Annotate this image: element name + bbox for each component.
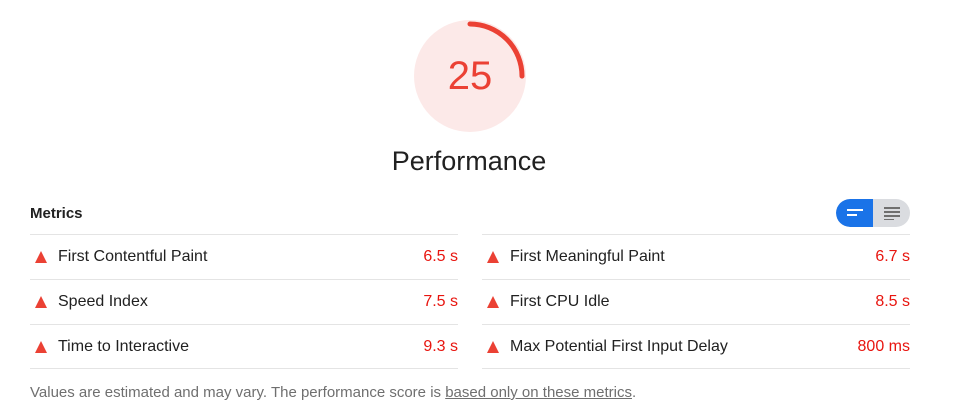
metrics-explanation-link[interactable]: based only on these metrics bbox=[445, 384, 632, 401]
metric-row: First Contentful Paint 6.5 s bbox=[30, 234, 458, 279]
metrics-column-left: First Contentful Paint 6.5 s Speed Index… bbox=[30, 234, 458, 369]
metric-row: Speed Index 7.5 s bbox=[30, 279, 458, 324]
footnote: Values are estimated and may vary. The p… bbox=[30, 384, 636, 401]
metric-row: First Meaningful Paint 6.7 s bbox=[482, 234, 910, 279]
metric-row: First CPU Idle 8.5 s bbox=[482, 279, 910, 324]
metrics-header: Metrics bbox=[30, 205, 83, 222]
metric-row: Time to Interactive 9.3 s bbox=[30, 324, 458, 369]
expanded-view-button[interactable] bbox=[873, 199, 910, 227]
category-title: Performance bbox=[391, 146, 547, 176]
fail-triangle-icon bbox=[35, 251, 47, 263]
metric-value: 8.5 s bbox=[875, 293, 910, 310]
metric-label: Time to Interactive bbox=[58, 337, 190, 355]
metric-label: First CPU Idle bbox=[510, 293, 610, 310]
metric-label: Speed Index bbox=[58, 293, 148, 310]
metric-value: 800 ms bbox=[857, 337, 910, 355]
footnote-suffix: . bbox=[631, 384, 637, 401]
score-gauge: 25 bbox=[414, 20, 526, 132]
footnote-text: Values are estimated and may vary. The p… bbox=[30, 384, 446, 401]
metrics-column-right: First Meaningful Paint 6.7 s First CPU I… bbox=[482, 234, 910, 369]
metric-value: 6.5 s bbox=[423, 248, 458, 265]
fail-triangle-icon bbox=[487, 296, 499, 308]
gauge-arc bbox=[415, 21, 525, 131]
metric-label: First Contentful Paint bbox=[58, 248, 208, 265]
metric-label: First Meaningful Paint bbox=[510, 248, 665, 265]
fail-triangle-icon bbox=[487, 340, 499, 353]
metric-row: Max Potential First Input Delay 800 ms bbox=[482, 324, 910, 369]
metrics-view-toggle[interactable] bbox=[836, 199, 910, 227]
metric-label: Max Potential First Input Delay bbox=[510, 337, 728, 355]
fail-triangle-icon bbox=[487, 251, 499, 263]
metric-value: 9.3 s bbox=[423, 337, 458, 355]
score-gauge-ring bbox=[414, 20, 526, 132]
compact-view-button[interactable] bbox=[836, 199, 873, 227]
gauge-background bbox=[414, 20, 526, 132]
fail-triangle-icon bbox=[35, 340, 47, 353]
fail-triangle-icon bbox=[35, 296, 47, 308]
expanded-lines-icon bbox=[883, 207, 900, 220]
compact-lines-icon bbox=[846, 209, 863, 216]
metric-value: 7.5 s bbox=[423, 293, 458, 310]
score-value: 25 bbox=[447, 54, 493, 98]
metric-value: 6.7 s bbox=[875, 248, 910, 265]
